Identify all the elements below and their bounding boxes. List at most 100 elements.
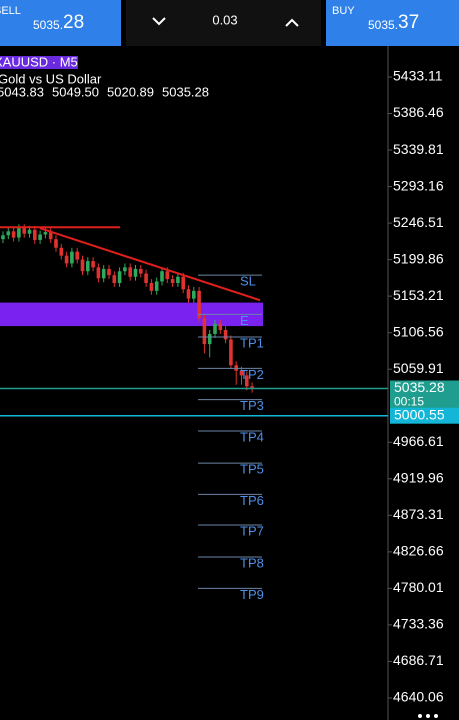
candle-body xyxy=(144,273,148,284)
candle-body xyxy=(207,333,212,345)
y-tick-label: 4686.71 xyxy=(393,652,444,668)
lot-size[interactable]: 0.03 xyxy=(212,12,237,27)
lot-increase[interactable] xyxy=(285,18,299,27)
candle-body xyxy=(239,370,244,376)
candle-body xyxy=(186,289,191,299)
candle-body xyxy=(139,268,143,274)
candle-body xyxy=(22,228,26,234)
candle-body xyxy=(133,268,138,277)
price-label-box xyxy=(390,407,459,424)
candle-body xyxy=(11,231,16,238)
sell-price: 5035. xyxy=(33,18,63,32)
level-label: TP2 xyxy=(240,367,264,382)
y-tick-label: 5106.56 xyxy=(393,323,444,339)
candle-body xyxy=(64,255,69,264)
menu-dots[interactable] xyxy=(418,714,438,718)
y-tick-label: 5293.16 xyxy=(393,177,444,193)
candle-body xyxy=(54,239,58,248)
entry-zone xyxy=(0,302,263,327)
candle-body xyxy=(70,251,74,264)
candle-body xyxy=(107,268,111,276)
candle-body xyxy=(223,329,228,340)
candle-body xyxy=(48,232,53,240)
candle-body xyxy=(117,271,122,284)
description: Gold vs US Dollar xyxy=(0,71,102,86)
candle-body xyxy=(59,247,64,256)
candle-body xyxy=(123,267,127,272)
candle-body xyxy=(213,323,217,334)
level-label: TP9 xyxy=(240,587,264,602)
price-label: 5000.55 xyxy=(394,406,445,422)
price-label: 5035.28 xyxy=(394,379,445,395)
candle-body xyxy=(218,323,223,330)
level-label: TP4 xyxy=(240,429,264,444)
symbol: XAUUSD · M5 xyxy=(0,54,78,69)
candle-body xyxy=(165,271,170,280)
candle-body xyxy=(17,228,21,238)
candle-body xyxy=(112,275,117,284)
level-label: SL xyxy=(240,274,256,289)
level-label: TP8 xyxy=(240,555,264,570)
y-tick-label: 4826.66 xyxy=(393,543,444,559)
candle-body xyxy=(91,261,95,268)
y-tick-label: 4640.06 xyxy=(393,689,444,705)
level-label: TP5 xyxy=(240,462,264,477)
candle-body xyxy=(43,232,48,235)
ohlc-info: 5049.50 xyxy=(52,84,99,99)
ohlc-info: 5020.89 xyxy=(107,84,154,99)
level-label: TP7 xyxy=(240,523,264,538)
y-tick-label: 5246.51 xyxy=(393,214,444,230)
level-label: TP6 xyxy=(240,493,264,508)
lot-decrease[interactable] xyxy=(152,17,166,26)
y-tick-label: 4966.61 xyxy=(393,433,444,449)
y-tick-label: 4780.01 xyxy=(393,579,444,595)
level-label: E xyxy=(240,313,249,328)
candle-body xyxy=(27,229,32,234)
buy-price: 5035. xyxy=(368,18,398,32)
candle-body xyxy=(6,231,11,236)
y-tick-label: 5153.21 xyxy=(393,287,444,303)
y-tick-label: 5386.46 xyxy=(393,104,444,120)
y-tick-label: 5339.81 xyxy=(393,141,444,157)
sell-label: SELL xyxy=(0,5,21,17)
candle-body xyxy=(33,229,37,240)
candle-body xyxy=(181,276,185,290)
y-tick-label: 5433.11 xyxy=(393,68,443,84)
symbol-badge xyxy=(0,56,78,69)
sell-button[interactable] xyxy=(0,0,121,46)
candle-body xyxy=(75,251,79,260)
price-time: 00:15 xyxy=(394,395,424,409)
candle-body xyxy=(1,235,5,240)
ohlc-info: 5043.83 xyxy=(0,84,44,99)
candle-body xyxy=(96,267,101,279)
candle-body xyxy=(192,290,196,299)
y-tick-label: 4873.31 xyxy=(393,506,444,522)
candle-body xyxy=(86,261,90,272)
candle-body xyxy=(170,279,175,284)
candle-body xyxy=(101,268,106,279)
candle-body xyxy=(202,318,207,345)
candle-body xyxy=(149,283,154,291)
y-tick-label: 4733.36 xyxy=(393,616,444,632)
buy-label: BUY xyxy=(332,5,355,17)
sell-price-big: 28 xyxy=(63,12,84,33)
candle-body xyxy=(245,375,249,387)
y-tick-label: 5059.91 xyxy=(393,360,444,376)
y-tick-label: 4919.96 xyxy=(393,469,444,485)
price-label-box xyxy=(390,380,459,411)
candle-body xyxy=(160,271,164,282)
candle-body xyxy=(250,386,254,389)
candle-body xyxy=(38,234,42,240)
candle-body xyxy=(176,276,180,284)
level-label: TP1 xyxy=(240,335,264,350)
y-tick-label: 5199.86 xyxy=(393,250,444,266)
candle-body xyxy=(197,290,201,319)
trendline xyxy=(39,227,261,302)
buy-button[interactable] xyxy=(326,0,459,46)
buy-price-big: 37 xyxy=(398,12,419,33)
candle-body xyxy=(128,267,132,277)
level-label: TP3 xyxy=(240,398,264,413)
candle-body xyxy=(80,259,85,272)
